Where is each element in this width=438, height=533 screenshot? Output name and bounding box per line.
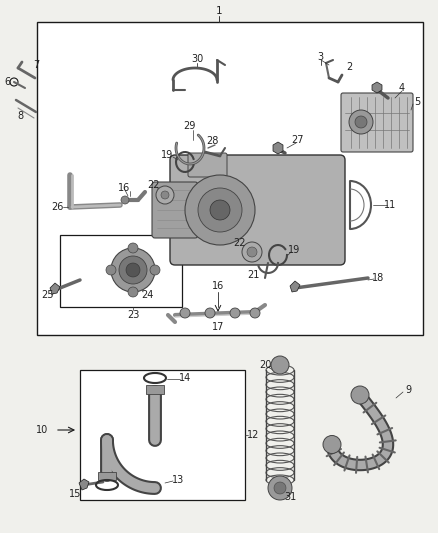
Circle shape: [205, 308, 215, 318]
Circle shape: [111, 248, 155, 292]
Text: 22: 22: [147, 180, 159, 190]
Text: 23: 23: [127, 310, 139, 320]
FancyBboxPatch shape: [341, 93, 413, 152]
Text: 20: 20: [259, 360, 271, 370]
Circle shape: [106, 265, 116, 275]
Polygon shape: [79, 479, 89, 490]
Circle shape: [128, 243, 138, 253]
Circle shape: [271, 356, 289, 374]
Bar: [146, 385, 164, 394]
Circle shape: [242, 242, 262, 262]
Circle shape: [128, 287, 138, 297]
Text: 28: 28: [206, 136, 218, 146]
Text: 11: 11: [384, 200, 396, 210]
Text: 31: 31: [284, 492, 296, 502]
Polygon shape: [50, 283, 60, 294]
Circle shape: [230, 308, 240, 318]
Text: 7: 7: [33, 60, 39, 70]
Polygon shape: [273, 142, 283, 154]
FancyBboxPatch shape: [188, 153, 227, 177]
FancyBboxPatch shape: [152, 182, 198, 238]
Text: 15: 15: [69, 489, 81, 499]
Text: 16: 16: [118, 183, 130, 193]
Circle shape: [351, 386, 369, 404]
Circle shape: [247, 247, 257, 257]
Circle shape: [268, 476, 292, 500]
Bar: [80, 370, 245, 500]
Text: 26: 26: [51, 202, 63, 212]
Text: 22: 22: [234, 238, 246, 248]
Text: 6: 6: [4, 77, 10, 87]
Text: 18: 18: [372, 273, 384, 283]
Text: 10: 10: [36, 425, 48, 435]
Text: 21: 21: [247, 270, 259, 280]
Text: 30: 30: [191, 54, 203, 64]
FancyBboxPatch shape: [170, 155, 345, 265]
Text: 19: 19: [288, 245, 300, 255]
Polygon shape: [290, 281, 300, 292]
Circle shape: [126, 263, 140, 277]
Circle shape: [185, 175, 255, 245]
Text: 29: 29: [183, 121, 195, 131]
Text: 1: 1: [215, 6, 223, 16]
Circle shape: [323, 435, 341, 454]
Bar: [60, 235, 182, 307]
Circle shape: [198, 188, 242, 232]
Circle shape: [119, 256, 147, 284]
Circle shape: [150, 265, 160, 275]
Circle shape: [156, 186, 174, 204]
Circle shape: [250, 308, 260, 318]
Circle shape: [355, 116, 367, 128]
Text: 27: 27: [292, 135, 304, 145]
Text: 5: 5: [414, 97, 420, 107]
Circle shape: [161, 191, 169, 199]
Text: 3: 3: [317, 52, 323, 62]
Circle shape: [180, 308, 190, 318]
Text: 4: 4: [399, 83, 405, 93]
Text: 17: 17: [212, 322, 224, 332]
Text: 25: 25: [42, 290, 54, 300]
Text: 14: 14: [179, 373, 191, 383]
Bar: [98, 472, 116, 480]
Circle shape: [210, 200, 230, 220]
Polygon shape: [372, 82, 382, 93]
Text: 2: 2: [346, 62, 352, 72]
Text: 24: 24: [141, 290, 153, 300]
Bar: [37, 22, 423, 335]
Text: 9: 9: [405, 385, 411, 395]
Text: 13: 13: [172, 475, 184, 485]
Circle shape: [349, 110, 373, 134]
Text: 12: 12: [247, 430, 259, 440]
Circle shape: [121, 196, 129, 204]
Text: 8: 8: [17, 111, 23, 121]
Circle shape: [274, 482, 286, 494]
Text: 19: 19: [161, 150, 173, 160]
Text: 16: 16: [212, 281, 224, 291]
